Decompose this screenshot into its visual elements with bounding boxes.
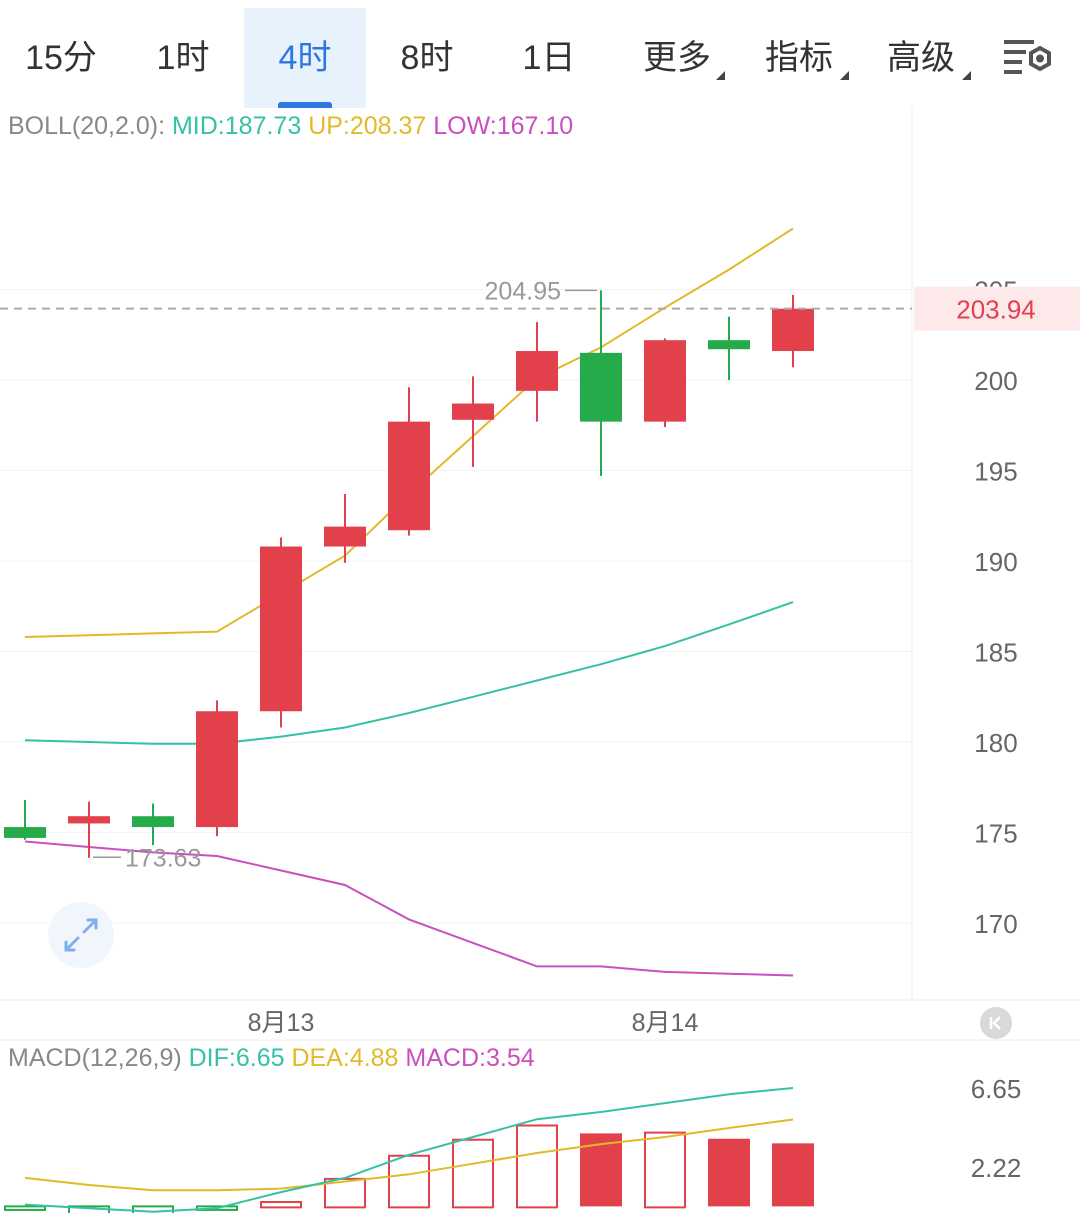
x-tick-label: 8月13	[248, 1009, 315, 1037]
candle	[452, 376, 494, 467]
tab-indicators[interactable]: 指标	[738, 8, 860, 108]
boll-up-value: UP:208.37	[308, 112, 427, 140]
boll-legend-prefix: BOLL(20,2.0):	[8, 112, 172, 140]
macd-histogram-bar	[260, 1201, 302, 1209]
boll-legend: BOLL(20,2.0): MID:187.73 UP:208.37 LOW:1…	[8, 112, 573, 141]
tab-15min[interactable]: 15分	[0, 8, 122, 108]
current-price-tag-bg	[914, 286, 1080, 331]
candle	[260, 537, 302, 728]
tab-label: 15分	[25, 39, 97, 77]
candle-body	[324, 526, 366, 547]
boll-low-value: LOW:167.10	[433, 112, 574, 140]
current-price-label: 203.94	[956, 295, 1036, 325]
macd-histogram-bar	[644, 1131, 686, 1209]
candle-body	[132, 816, 174, 828]
dropdown-triangle-icon	[840, 71, 849, 80]
candle	[388, 387, 430, 536]
candle	[196, 700, 238, 837]
boll-mid-line	[24, 601, 794, 745]
tab-more[interactable]: 更多	[616, 8, 738, 108]
high-annotation-label: 204.95	[485, 277, 561, 305]
macd-histogram-bar	[388, 1154, 430, 1209]
candle-body	[580, 352, 622, 422]
x-tick-label: 8月14	[632, 1009, 699, 1037]
candle-body	[196, 711, 238, 828]
candle-body	[260, 546, 302, 712]
candle	[132, 803, 174, 846]
tab-label: 更多	[643, 39, 711, 77]
candle-body	[772, 308, 814, 352]
y-tick-label: 170	[974, 909, 1017, 939]
candle	[772, 294, 814, 368]
candle	[516, 322, 558, 422]
tab-8h[interactable]: 8时	[366, 8, 488, 108]
timeframe-tab-bar: 15分 1时 4时 8时 1日 更多 指标 高级	[0, 0, 1080, 108]
macd-macd-value: MACD:3.54	[405, 1044, 535, 1072]
candle	[4, 799, 46, 840]
active-tab-indicator	[278, 102, 332, 108]
candle	[68, 801, 110, 858]
tab-label: 高级	[887, 39, 955, 77]
candle-body	[516, 351, 558, 391]
macd-dea-value: DEA:4.88	[291, 1044, 399, 1072]
macd-histogram-bar	[516, 1124, 558, 1209]
dropdown-triangle-icon	[962, 71, 971, 80]
candle-body	[452, 403, 494, 420]
tab-label: 指标	[765, 39, 833, 77]
tab-label: 1时	[156, 39, 210, 77]
tab-label: 1日	[522, 39, 576, 77]
expand-arrows-icon	[64, 918, 98, 952]
tab-label: 4时	[278, 39, 332, 77]
macd-dea-line	[24, 1118, 794, 1192]
expand-chart-button[interactable]	[48, 902, 114, 968]
y-tick-label: 185	[974, 638, 1017, 668]
candle	[708, 316, 750, 380]
candle-body	[708, 340, 750, 350]
y-tick-label: 195	[974, 457, 1017, 487]
candle-body	[4, 827, 46, 838]
low-annotation-label: 173.63	[125, 844, 201, 872]
macd-y-tick-label: 2.22	[971, 1153, 1022, 1183]
settings-gear-lines-icon[interactable]	[1002, 36, 1054, 80]
tab-advanced[interactable]: 高级	[860, 8, 982, 108]
candle	[580, 290, 622, 476]
candle	[324, 494, 366, 563]
boll-lower-line	[24, 840, 794, 977]
y-tick-label: 175	[974, 819, 1017, 849]
candle-body	[388, 421, 430, 531]
y-tick-label: 180	[974, 728, 1017, 758]
macd-histogram-bar	[4, 1205, 46, 1211]
macd-y-tick-label: 6.65	[971, 1074, 1022, 1104]
candle-body	[68, 816, 110, 824]
macd-histogram-bar	[68, 1205, 110, 1213]
boll-mid-value: MID:187.73	[171, 112, 302, 140]
reset-to-latest-icon	[989, 1016, 1001, 1030]
tab-label: 8时	[400, 39, 454, 77]
y-tick-label: 190	[974, 547, 1017, 577]
macd-histogram-bar	[452, 1138, 494, 1209]
dropdown-triangle-icon	[716, 71, 725, 80]
macd-histogram-bar	[708, 1138, 750, 1207]
reset-to-latest-button[interactable]	[980, 1007, 1012, 1039]
tab-1d[interactable]: 1日	[488, 8, 610, 108]
macd-dif-line	[24, 1087, 794, 1213]
candle-body	[644, 340, 686, 422]
candle	[644, 338, 686, 428]
tab-4h[interactable]: 4时	[244, 8, 366, 108]
tab-1h[interactable]: 1时	[122, 8, 244, 108]
macd-histogram-bar	[772, 1143, 814, 1207]
macd-dif-value: DIF:6.65	[188, 1044, 285, 1072]
y-tick-label: 200	[974, 366, 1017, 396]
macd-legend-prefix: MACD(12,26,9)	[8, 1044, 189, 1072]
macd-legend: MACD(12,26,9) DIF:6.65 DEA:4.88 MACD:3.5…	[8, 1044, 535, 1073]
